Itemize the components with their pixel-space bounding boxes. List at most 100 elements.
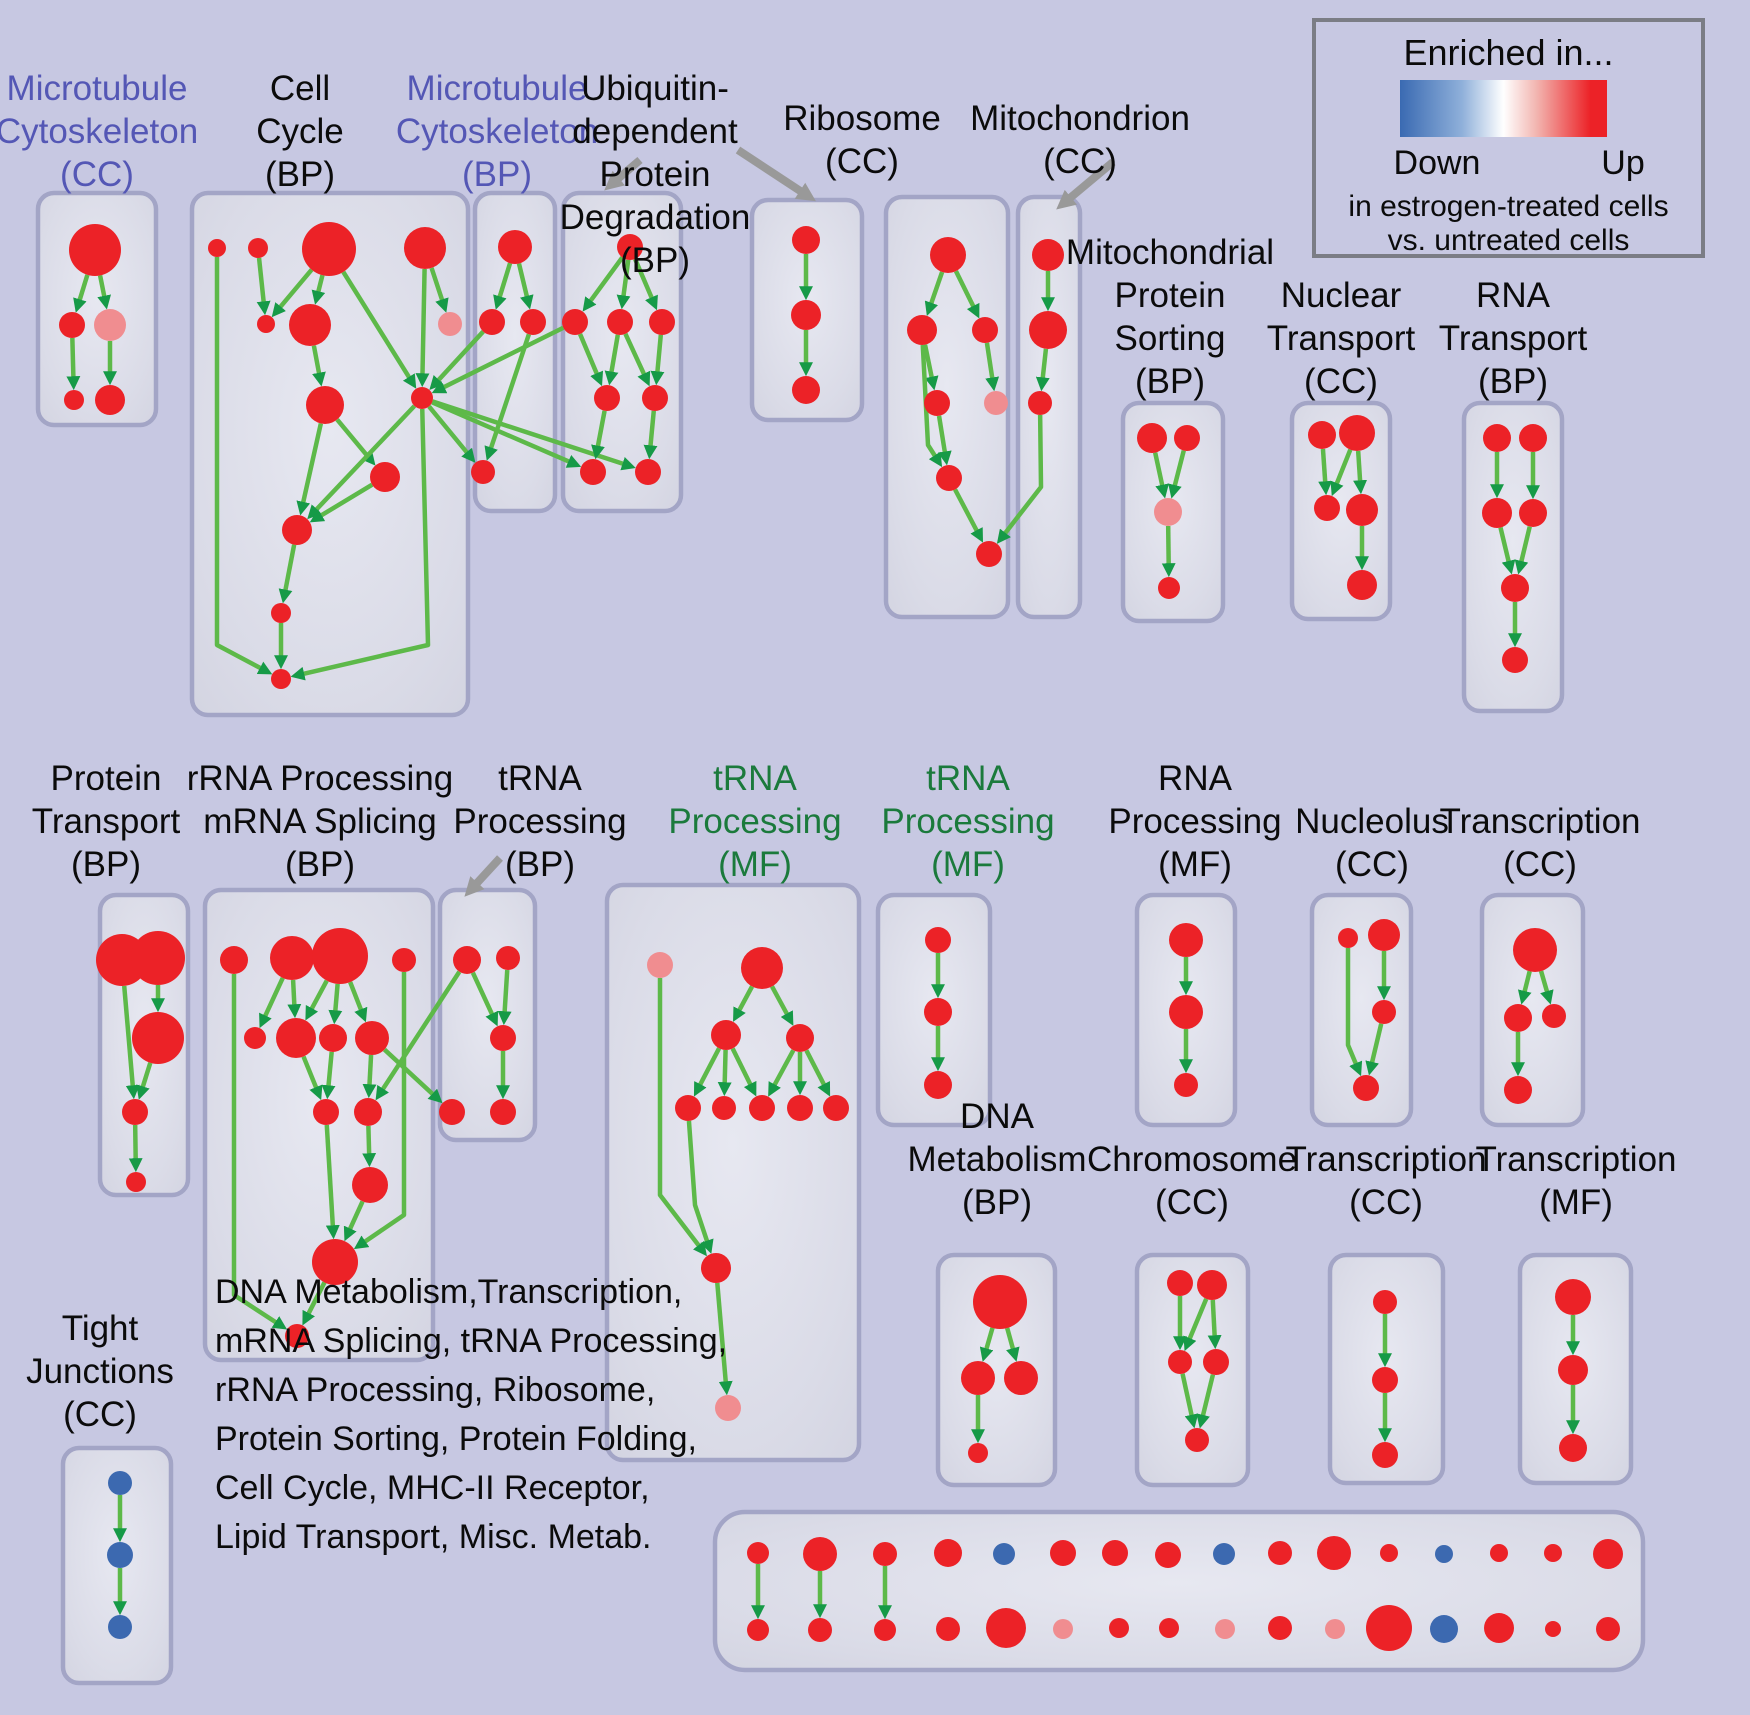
label-line: (BP): [961, 1183, 1032, 1222]
go-node-z3: [1542, 1004, 1566, 1028]
edge-q12-q13: [302, 1281, 327, 1326]
label-line: (CC): [825, 142, 899, 181]
edge-c3-c5: [271, 268, 314, 318]
label-microtubule-cytoskeleton-cc: Microtubule Cytoskeleton (CC): [0, 67, 198, 196]
label-line: Processing: [668, 802, 842, 841]
go-node-bg10b: [1268, 1616, 1292, 1640]
go-node-h1: [108, 1471, 132, 1495]
label-transcription-cc-mid: Transcription (CC): [1440, 800, 1641, 886]
edge-c8-c10: [335, 418, 376, 466]
label-line: tRNA: [713, 759, 797, 798]
go-node-bg7b: [1109, 1618, 1129, 1638]
label-line: Processing: [453, 802, 627, 841]
edge-r1-r3: [953, 270, 980, 319]
annotation-line: rRNA Processing, Ribosome,: [215, 1371, 656, 1409]
edge-n1-n3: [1318, 448, 1333, 496]
go-node-bg12b: [1366, 1605, 1412, 1651]
edge-u1-u2: [582, 256, 625, 312]
label-trna-processing-mf-2: tRNA Processing (MF): [881, 757, 1054, 886]
go-node-w2: [741, 947, 783, 989]
label-line: dependent: [572, 112, 738, 151]
label-line: mRNA Splicing: [203, 802, 437, 841]
pointer-arrow-2: [1056, 158, 1116, 210]
go-node-q5: [244, 1027, 266, 1049]
pointer-arrow-0: [604, 156, 643, 191]
edge-w2-w4: [770, 985, 794, 1026]
go-node-q9: [313, 1099, 339, 1125]
go-node-o1: [925, 927, 951, 953]
label-line: Cell: [269, 69, 331, 108]
go-node-c4: [404, 227, 446, 269]
edge-c4-c7: [429, 267, 449, 313]
edge-q3-q6: [305, 979, 329, 1021]
edge-n2-n4: [1353, 450, 1368, 495]
edge-c2-c5: [256, 257, 271, 316]
label-line: (CC): [1043, 142, 1117, 181]
label-transcription-cc-bot: Transcription (CC): [1286, 1138, 1487, 1224]
edge-u5-u7: [591, 410, 607, 460]
go-node-bg4t: [934, 1539, 962, 1567]
go-node-c7: [438, 312, 462, 336]
edge-c3-c6: [311, 274, 326, 305]
go-node-k1: [453, 946, 481, 974]
go-node-t3: [1482, 498, 1512, 528]
go-node-c5: [257, 315, 275, 333]
edge-w3-w6: [717, 1049, 732, 1097]
go-node-u1: [617, 234, 643, 260]
go-node-r5: [984, 391, 1008, 415]
label-line: Mitochondrion: [970, 99, 1190, 138]
label-line: Protein: [1114, 276, 1226, 315]
label-line: (MF): [931, 845, 1005, 884]
cluster-box-rrna-mrna: [202, 887, 436, 1363]
label-line: (MF): [1158, 845, 1232, 884]
go-node-d1: [973, 1275, 1027, 1329]
go-node-u8: [635, 459, 661, 485]
edge-u3-u5: [604, 334, 621, 386]
edge-u4-u6: [650, 334, 665, 386]
go-node-c8: [306, 386, 344, 424]
go-node-g1: [1555, 1279, 1591, 1315]
label-line: Cycle: [256, 112, 344, 151]
label-line: (CC): [1155, 1183, 1229, 1222]
go-node-q2: [270, 936, 314, 980]
edge-e2-e4: [1207, 1299, 1222, 1350]
go-node-e2: [1197, 1270, 1227, 1300]
edge-c11-c12: [278, 544, 297, 604]
legend-gradient-bar: [1400, 80, 1607, 137]
go-node-bg4b: [936, 1617, 960, 1641]
go-node-a2: [59, 312, 85, 338]
go-node-r1: [930, 237, 966, 273]
label-line: (CC): [1503, 845, 1577, 884]
annotation-text: DNA Metabolism,Transcription, mRNA Splic…: [215, 1268, 727, 1562]
go-node-v3: [792, 376, 820, 404]
label-line: Transcription: [1475, 1140, 1677, 1179]
edge-m2-m3: [1035, 348, 1050, 392]
go-node-bg11b: [1325, 1619, 1345, 1639]
go-node-bg11t: [1317, 1536, 1351, 1570]
go-node-r2: [907, 315, 937, 345]
edge-w1-w10: [657, 978, 707, 1257]
legend-subtitle-line2: vs. untreated cells: [1387, 224, 1630, 257]
edge-s2-s3: [1168, 450, 1186, 499]
go-node-s3: [1154, 498, 1182, 526]
annotation-line: Protein Sorting, Protein Folding,: [215, 1420, 697, 1458]
label-line: rRNA Processing: [186, 759, 454, 798]
go-node-c11: [282, 515, 312, 545]
edge-q9-q12: [324, 1124, 340, 1240]
label-line: (BP): [265, 155, 335, 194]
label-nuclear-transport: Nuclear Transport (CC): [1267, 274, 1415, 403]
go-node-e1: [1167, 1270, 1193, 1296]
go-node-w11: [715, 1395, 741, 1421]
go-node-t6: [1502, 647, 1528, 673]
go-node-o3: [924, 1071, 952, 1099]
go-node-t5: [1501, 574, 1529, 602]
go-node-x2: [1169, 995, 1203, 1029]
edge-r6-r7: [953, 488, 984, 543]
go-node-m1: [1032, 239, 1064, 271]
go-node-h2: [107, 1542, 133, 1568]
label-line: (BP): [1135, 362, 1205, 401]
go-node-n5: [1347, 570, 1377, 600]
go-node-y1: [1338, 928, 1358, 948]
go-node-w7: [749, 1095, 775, 1121]
edge-q11-q12: [343, 1200, 365, 1242]
